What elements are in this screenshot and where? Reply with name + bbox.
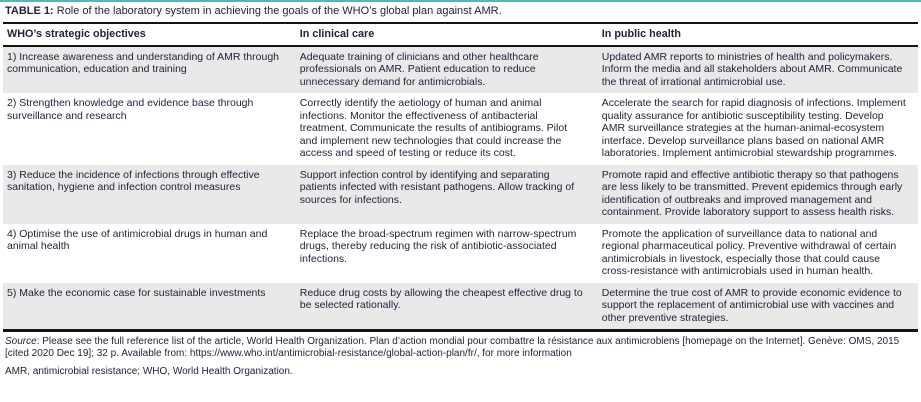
cell-clinical-care: Adequate training of clinicians and othe… [295,45,598,93]
column-header-public-health: In public health [597,24,918,47]
table-caption: Role of the laboratory system in achievi… [56,5,502,17]
source-label: Source [5,336,37,347]
table-row: 2) Strengthen knowledge and evidence bas… [3,93,918,165]
cell-objective: 5) Make the economic case for sustainabl… [3,282,296,331]
table-label: TABLE 1: [5,5,54,17]
table-body: 1) Increase awareness and understanding … [3,45,918,331]
table-header: WHO’s strategic objectives In clinical c… [3,24,918,47]
table-figure: TABLE 1: Role of the laboratory system i… [0,2,921,378]
cell-public-health: Promote rapid and effective antibiotic t… [597,164,918,224]
table-footer: Source: Please see the full reference li… [3,332,918,378]
accent-top-bar [0,0,921,2]
table-row: 1) Increase awareness and understanding … [3,45,918,93]
header-row: WHO’s strategic objectives In clinical c… [3,24,918,47]
table-row: 3) Reduce the incidence of infections th… [3,164,918,224]
table-row: 5) Make the economic case for sustainabl… [3,282,918,331]
amr-objectives-table: WHO’s strategic objectives In clinical c… [3,24,918,332]
cell-public-health: Determine the true cost of AMR to provid… [597,282,918,331]
column-header-objectives: WHO’s strategic objectives [3,24,296,47]
source-text: : Please see the full reference list of … [5,336,900,359]
source-note: Source: Please see the full reference li… [5,336,916,360]
cell-public-health: Accelerate the search for rapid diagnosi… [601,97,906,159]
cell-clinical-care: Replace the broad-spectrum regimen with … [299,227,577,265]
cell-objective: 3) Reduce the incidence of infections th… [3,164,296,224]
cell-public-health: Updated AMR reports to ministries of hea… [597,45,918,93]
cell-objective: 1) Increase awareness and understanding … [3,45,296,93]
cell-objective: 4) Optimise the use of antimicrobial dru… [7,227,268,253]
cell-clinical-care: Reduce drug costs by allowing the cheape… [295,282,598,331]
table-title: TABLE 1: Role of the laboratory system i… [3,2,918,24]
column-header-clinical-care: In clinical care [295,24,598,47]
abbreviations-note: AMR, antimicrobial resistance; WHO, Worl… [5,366,293,377]
cell-objective: 2) Strengthen knowledge and evidence bas… [7,97,254,122]
cell-clinical-care: Correctly identify the aetiology of huma… [299,97,568,159]
table-row: 4) Optimise the use of antimicrobial dru… [3,224,918,283]
cell-clinical-care: Support infection control by identifying… [295,164,598,224]
cell-public-health: Promote the application of surveillance … [601,227,897,278]
